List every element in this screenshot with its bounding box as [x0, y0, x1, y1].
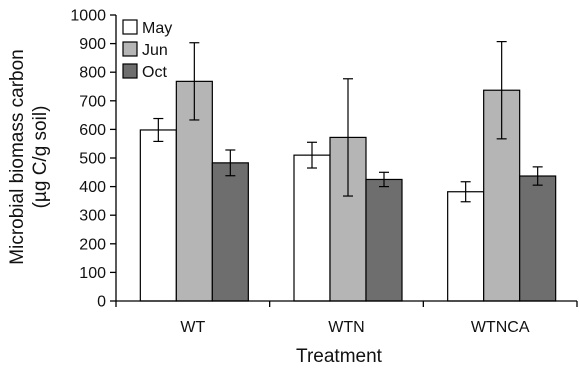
bar	[447, 191, 485, 302]
x-axis-title: Treatment	[296, 346, 383, 367]
y-tick-label: 500	[79, 151, 106, 168]
bar	[293, 154, 331, 302]
x-tick-label: WT	[180, 319, 205, 336]
error-bars	[153, 40, 543, 203]
bar	[139, 129, 177, 302]
bar	[519, 175, 557, 302]
y-tick-label: 800	[79, 65, 106, 82]
y-tick-label: 300	[79, 208, 106, 225]
y-tick-label: 0	[97, 294, 106, 311]
y-tick-label: 1000	[70, 8, 106, 25]
legend-swatch	[122, 41, 138, 57]
legend-swatch	[122, 19, 138, 35]
y-tick-label: 100	[79, 265, 106, 282]
legend-label: Jun	[142, 42, 168, 59]
y-axis-title: Microbial biomass carbon (µg C/g soil)	[7, 49, 51, 264]
y-tick-label: 900	[79, 36, 106, 53]
y-tick-label: 600	[79, 122, 106, 139]
y-axis-title-line2: (µg C/g soil)	[30, 106, 51, 209]
y-tick-label: 400	[79, 179, 106, 196]
legend-label: Oct	[142, 64, 167, 81]
legend-label: May	[142, 20, 172, 37]
y-axis: 0 100 200 300 400 500 600 700 800 900 1000	[70, 8, 117, 311]
x-tick-label: WTNCA	[471, 319, 530, 336]
y-tick-label: 700	[79, 93, 106, 110]
bar	[211, 162, 249, 302]
x-tick-label: WTN	[328, 319, 364, 336]
bar	[365, 178, 403, 302]
x-axis: WT WTN WTNCA	[115, 300, 578, 336]
y-tick-label: 200	[79, 236, 106, 253]
y-axis-title-line1: Microbial biomass carbon	[7, 49, 28, 264]
legend: May Jun Oct	[122, 19, 172, 81]
legend-swatch	[122, 63, 138, 79]
